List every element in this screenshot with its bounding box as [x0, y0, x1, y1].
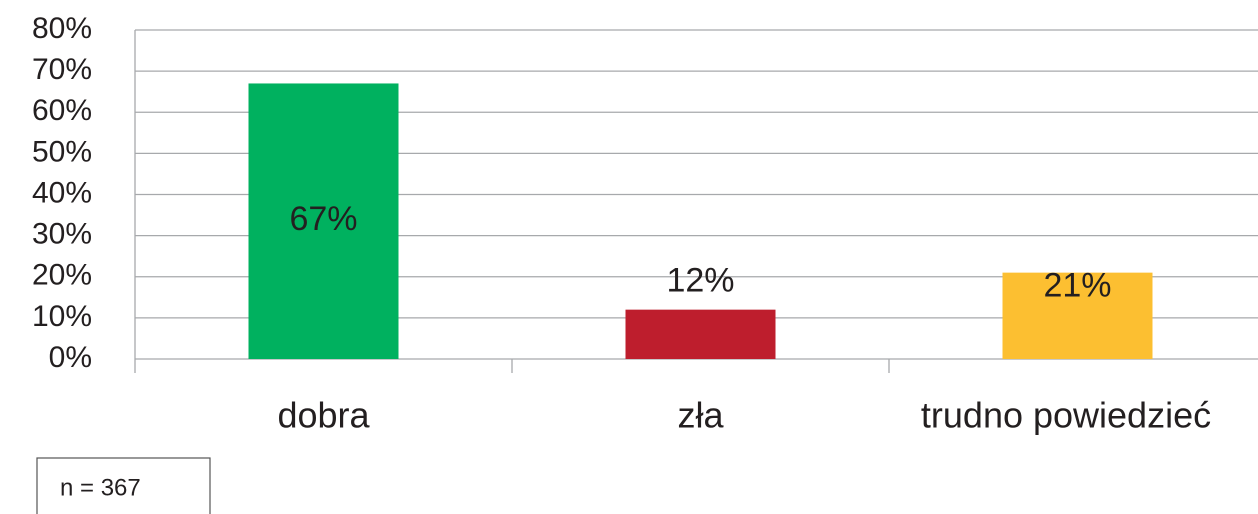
bar	[625, 309, 776, 359]
value-label: 67%	[289, 200, 357, 238]
y-tick-label: 10%	[32, 300, 92, 333]
y-tick-label: 0%	[49, 341, 92, 374]
value-label: 12%	[666, 262, 734, 300]
value-label: 21%	[1043, 267, 1111, 305]
bar	[1002, 272, 1153, 359]
x-tick-label: trudno powiedzieć	[921, 395, 1211, 436]
annotation: n = 367	[60, 474, 141, 501]
y-tick-label: 20%	[32, 259, 92, 292]
x-tick-label: zła	[677, 395, 724, 436]
y-tick-label: 60%	[32, 94, 92, 127]
bar	[248, 83, 399, 360]
y-tick-label: 50%	[32, 135, 92, 168]
y-tick-label: 70%	[32, 53, 92, 86]
x-tick-label: dobra	[277, 395, 370, 436]
y-tick-label: 40%	[32, 176, 92, 209]
y-tick-label: 30%	[32, 218, 92, 251]
annotation-box	[36, 457, 211, 514]
y-tick-label: 80%	[32, 12, 92, 45]
